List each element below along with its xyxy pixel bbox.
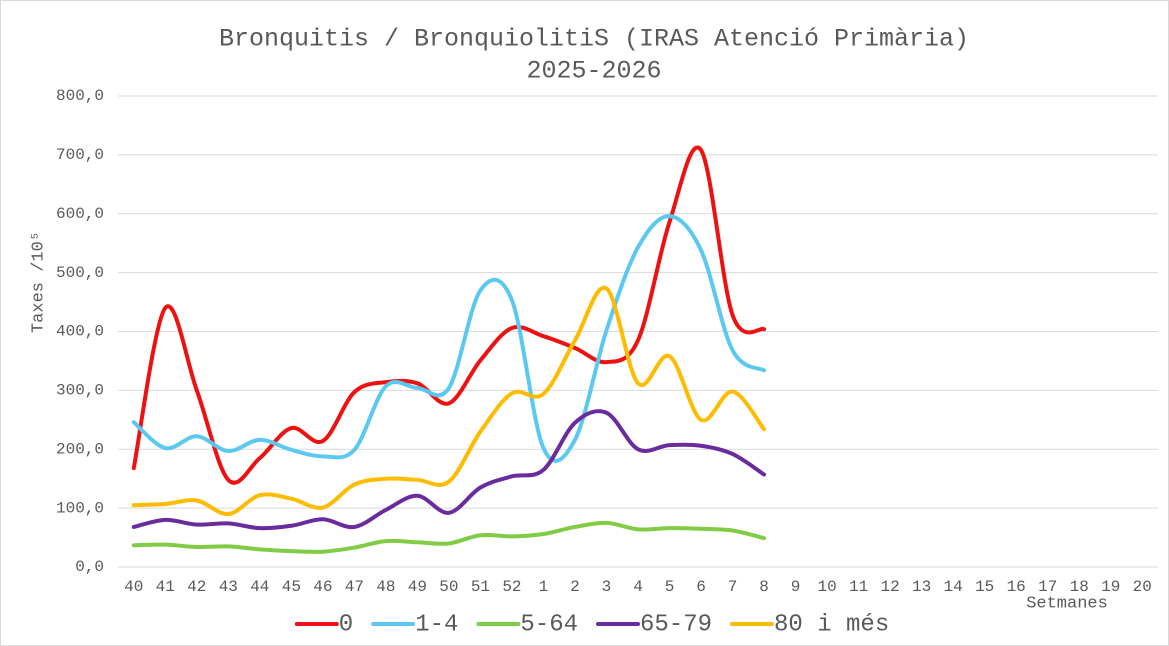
x-tick-label: 8	[759, 578, 769, 596]
x-tick-label: 43	[219, 578, 238, 596]
x-tick-label: 17	[1038, 578, 1057, 596]
x-tick-label: 48	[376, 578, 395, 596]
x-tick-label: 6	[696, 578, 706, 596]
legend-label: 0	[339, 611, 353, 638]
y-tick-label: 0,0	[75, 558, 104, 576]
x-axis-label: Setmanes	[1026, 594, 1108, 613]
x-tick-label: 40	[124, 578, 143, 596]
y-tick-label: 500,0	[56, 264, 104, 282]
y-tick-label: 600,0	[56, 205, 104, 223]
x-tick-label: 51	[471, 578, 490, 596]
x-tick-label: 20	[1133, 578, 1152, 596]
x-tick-label: 15	[975, 578, 994, 596]
series-line	[131, 214, 767, 463]
series-line	[131, 145, 767, 485]
x-tick-label: 14	[944, 578, 963, 596]
x-tick-label: 41	[156, 578, 175, 596]
x-tick-label: 11	[849, 578, 868, 596]
legend-label: 5-64	[520, 611, 578, 638]
x-tick-label: 12	[881, 578, 900, 596]
x-tick-label: 4	[633, 578, 643, 596]
x-tick-label: 7	[728, 578, 738, 596]
y-axis-label: Taxes /10⁵	[29, 231, 48, 333]
x-tick-label: 3	[602, 578, 612, 596]
x-tick-label: 1	[539, 578, 549, 596]
x-tick-label: 9	[791, 578, 801, 596]
y-tick-label: 300,0	[56, 382, 104, 400]
x-tick-label: 50	[439, 578, 458, 596]
y-tick-label: 700,0	[56, 146, 104, 164]
y-tick-label: 100,0	[56, 499, 104, 517]
legend-label: 65-79	[640, 611, 712, 638]
x-tick-label: 16	[1007, 578, 1026, 596]
legend-label: 1-4	[415, 611, 458, 638]
chart-subtitle: 2025-2026	[526, 57, 661, 86]
x-tick-label: 44	[250, 578, 269, 596]
series-line	[131, 520, 767, 554]
x-tick-label: 18	[1070, 578, 1089, 596]
legend-label: 80 i més	[774, 611, 889, 638]
x-tick-label: 49	[408, 578, 427, 596]
y-tick-label: 800,0	[56, 87, 104, 105]
y-tick-label: 200,0	[56, 440, 104, 458]
x-tick-label: 19	[1101, 578, 1120, 596]
x-tick-label: 52	[502, 578, 521, 596]
x-tick-label: 2	[570, 578, 580, 596]
x-tick-label: 46	[313, 578, 332, 596]
x-tick-label: 5	[665, 578, 675, 596]
series-line	[131, 409, 767, 531]
x-tick-label: 10	[817, 578, 836, 596]
x-tick-label: 13	[912, 578, 931, 596]
x-tick-label: 47	[345, 578, 364, 596]
x-tick-label: 45	[282, 578, 301, 596]
y-tick-label: 400,0	[56, 323, 104, 341]
series-line	[131, 285, 767, 517]
chart-title: Bronquitis / BronquiolitiS (IRAS Atenció…	[219, 25, 969, 54]
x-tick-label: 42	[187, 578, 206, 596]
